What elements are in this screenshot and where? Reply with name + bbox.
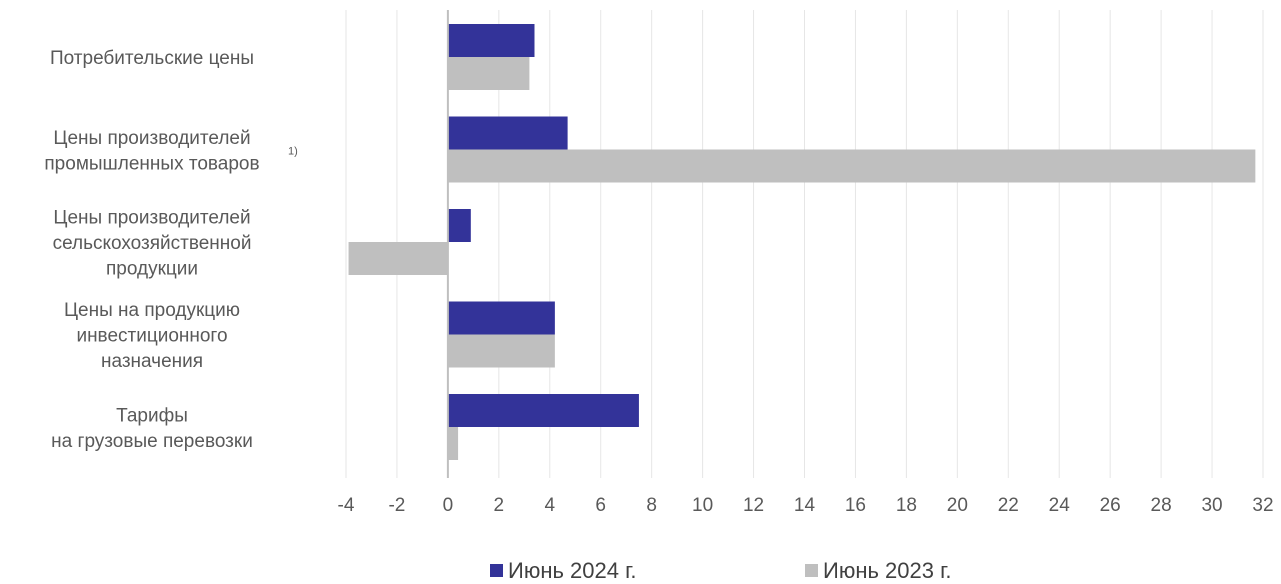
x-tick-label: 4 <box>544 495 555 516</box>
x-tick-label: 26 <box>1100 495 1121 516</box>
category-label: Тарифы на грузовые перевозки <box>51 405 253 452</box>
bar-series-2 <box>447 57 530 90</box>
category-label-line: промышленных товаров <box>44 153 259 174</box>
bar-series-2 <box>447 334 555 368</box>
category-label-line: Цены на продукцию <box>64 300 240 321</box>
x-tick-label: 30 <box>1201 495 1222 516</box>
category-label-line: на грузовые перевозки <box>51 431 253 452</box>
category-label-line: назначения <box>101 351 203 372</box>
legend-swatch <box>490 564 503 577</box>
x-tick-label: 8 <box>646 495 657 516</box>
x-tick-label: 6 <box>595 495 606 516</box>
category-label: Цены производителей сельскохозяйственной п… <box>53 208 252 280</box>
x-tick-label: -4 <box>338 495 355 516</box>
x-tick-label: 28 <box>1151 495 1172 516</box>
bar-series-1 <box>447 116 568 150</box>
bar-series-1 <box>447 24 535 57</box>
footnote-mark: 1) <box>288 145 298 157</box>
category-label: Потребительские цены <box>50 48 254 69</box>
legend-label: Июнь 2023 г. <box>823 558 952 583</box>
category-label-line: Потребительские цены <box>50 48 254 69</box>
category-label-line: сельскохозяйственной <box>53 233 252 254</box>
x-tick-label: 20 <box>947 495 968 516</box>
category-label-line: инвестиционного <box>76 326 227 347</box>
x-tick-label: 24 <box>1049 495 1071 516</box>
x-tick-label: 32 <box>1252 495 1273 516</box>
x-tick-label: -2 <box>388 495 405 516</box>
x-tick-label: 12 <box>743 495 764 516</box>
category-label: Цены на продукцию инвестиционного назначен… <box>64 300 240 372</box>
bar-series-1 <box>447 301 555 335</box>
category-labels: Потребительские цены Цены производителей п… <box>44 48 297 452</box>
x-tick-label: 22 <box>998 495 1019 516</box>
category-label: Цены производителей промышленных товаров <box>44 128 259 175</box>
category-label-line: Тарифы <box>116 405 188 426</box>
x-axis-tick-labels: -4 -2 0 2 4 6 8 10 12 14 16 18 20 22 24 26 28 30 32 <box>338 495 1274 516</box>
bar-series-1 <box>447 209 471 242</box>
category-label-line: Цены производителей <box>53 208 250 229</box>
category-label-line: Цены производителей <box>53 128 250 149</box>
bar-series-2 <box>447 149 1256 183</box>
legend-swatch <box>805 564 818 577</box>
legend: Июнь 2024 г. Июнь 2023 г. <box>490 558 952 583</box>
legend-label: Июнь 2024 г. <box>508 558 637 583</box>
bar-series-2 <box>348 242 448 275</box>
x-tick-label: 16 <box>845 495 866 516</box>
bar-series-1 <box>447 394 639 427</box>
bar-series-2 <box>447 427 459 460</box>
category-label-line: продукции <box>106 259 198 280</box>
x-tick-label: 18 <box>896 495 917 516</box>
x-tick-label: 2 <box>494 495 505 516</box>
gridlines <box>345 10 1264 478</box>
bars <box>348 24 1256 460</box>
x-tick-label: 10 <box>692 495 713 516</box>
x-tick-label: 0 <box>443 495 454 516</box>
x-tick-label: 14 <box>794 495 816 516</box>
